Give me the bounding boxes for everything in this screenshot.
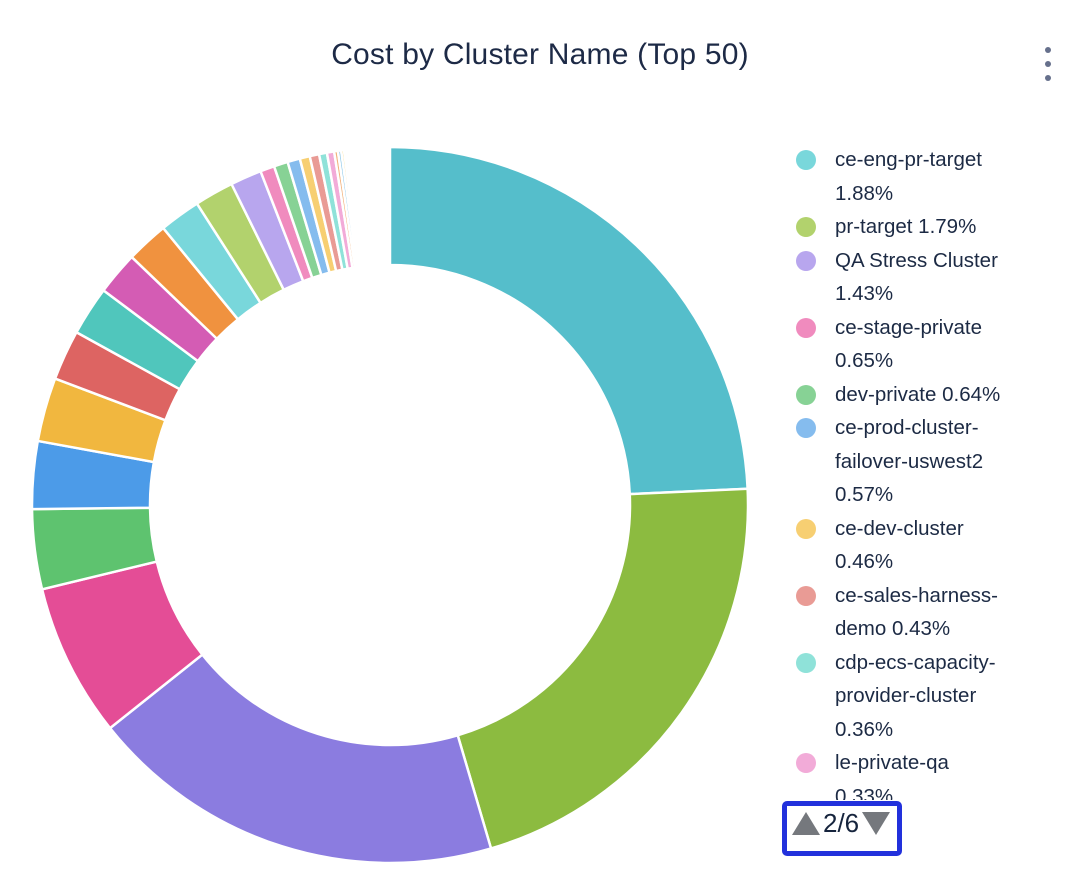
kebab-dot bbox=[1045, 47, 1051, 53]
donut-segment[interactable] bbox=[456, 487, 750, 851]
legend-item[interactable]: le-private-qa 0.33% bbox=[796, 746, 1072, 800]
pager-up-icon[interactable] bbox=[792, 812, 820, 835]
legend-item-label: ce-dev-cluster 0.46% bbox=[835, 516, 964, 574]
legend-item-label: le-private-qa 0.33% bbox=[835, 751, 949, 800]
legend-swatch-icon bbox=[796, 217, 816, 237]
legend-swatch-icon bbox=[796, 250, 816, 271]
legend-item-label: ce-prod-cluster- failover-uswest2 0.57% bbox=[835, 416, 984, 506]
legend-item[interactable]: QA Stress Cluster 1.43% bbox=[796, 244, 1072, 311]
donut-segment[interactable] bbox=[108, 652, 493, 865]
kebab-menu-icon[interactable] bbox=[1040, 47, 1056, 81]
legend-item[interactable]: ce-prod-cluster- failover-uswest2 0.57% bbox=[796, 411, 1072, 512]
legend-item-label: ce-eng-pr-target 1.88% bbox=[835, 148, 982, 205]
pager-down-icon[interactable] bbox=[862, 812, 891, 835]
legend-item[interactable]: ce-stage-private 0.65% bbox=[796, 311, 1072, 378]
legend-item[interactable]: ce-eng-pr-target 1.88% bbox=[796, 143, 1072, 210]
legend-item[interactable]: dev-private 0.64% bbox=[796, 378, 1072, 412]
legend-swatch-icon bbox=[796, 150, 816, 170]
pager-label: 2/6 bbox=[823, 808, 860, 838]
legend-item[interactable]: ce-dev-cluster 0.46% bbox=[796, 512, 1072, 579]
legend-swatch-icon bbox=[796, 518, 816, 539]
legend-pager: 2/6 bbox=[782, 801, 902, 856]
legend-item-label: cdp-ecs-capacity- provider-cluster 0.36% bbox=[835, 650, 996, 741]
kebab-dot bbox=[1045, 61, 1051, 67]
legend-swatch-icon bbox=[796, 585, 816, 606]
legend-item-label: pr-target 1.79% bbox=[835, 215, 977, 238]
legend-item[interactable]: pr-target 1.79% bbox=[796, 210, 1072, 244]
legend-swatch-icon bbox=[796, 753, 816, 773]
donut-chart[interactable] bbox=[0, 0, 780, 882]
legend-item[interactable]: ce-sales-harness- demo 0.43% bbox=[796, 579, 1072, 646]
donut-segment[interactable] bbox=[388, 145, 749, 496]
legend-item-label: dev-private 0.64% bbox=[835, 382, 1001, 406]
legend-swatch-icon bbox=[796, 384, 816, 405]
kebab-dot bbox=[1045, 75, 1051, 81]
legend-swatch-icon bbox=[796, 418, 816, 438]
donut-segment[interactable] bbox=[363, 146, 375, 267]
legend-item-label: ce-sales-harness- demo 0.43% bbox=[835, 583, 998, 641]
legend-swatch-icon bbox=[796, 652, 816, 673]
legend-item[interactable]: cdp-ecs-capacity- provider-cluster 0.36% bbox=[796, 646, 1072, 747]
legend-item-label: QA Stress Cluster 1.43% bbox=[835, 248, 998, 306]
legend-swatch-icon bbox=[796, 317, 816, 338]
chart-legend: ce-eng-pr-target 1.88% pr-target 1.79% QA … bbox=[796, 143, 1072, 800]
legend-item-label: ce-stage-private 0.65% bbox=[835, 315, 982, 373]
page-title: Cost by Cluster Name (Top 50) bbox=[331, 38, 749, 71]
